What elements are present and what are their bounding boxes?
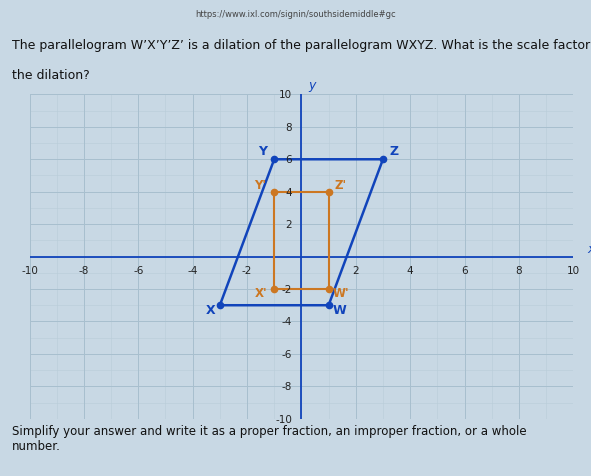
Text: 2: 2 bbox=[352, 265, 359, 275]
Text: W': W' bbox=[333, 287, 349, 300]
Text: -10: -10 bbox=[21, 265, 38, 275]
Text: -2: -2 bbox=[242, 265, 252, 275]
Text: -6: -6 bbox=[281, 349, 292, 359]
Text: 8: 8 bbox=[515, 265, 522, 275]
Text: x: x bbox=[587, 242, 591, 255]
Text: 4: 4 bbox=[285, 188, 292, 197]
Text: -8: -8 bbox=[79, 265, 89, 275]
Text: 10: 10 bbox=[279, 90, 292, 100]
Text: X': X' bbox=[255, 287, 268, 300]
Text: The parallelogram W’X’Y’Z’ is a dilation of the parallelogram WXYZ. What is the : The parallelogram W’X’Y’Z’ is a dilation… bbox=[12, 39, 591, 51]
Text: -10: -10 bbox=[275, 414, 292, 424]
Text: -2: -2 bbox=[281, 285, 292, 294]
Text: 2: 2 bbox=[285, 220, 292, 229]
Text: -4: -4 bbox=[281, 317, 292, 327]
Text: the dilation?: the dilation? bbox=[12, 69, 90, 81]
Text: X: X bbox=[206, 304, 216, 317]
Text: Z: Z bbox=[390, 145, 399, 158]
Text: Y: Y bbox=[258, 145, 267, 158]
Text: Z': Z' bbox=[334, 179, 346, 192]
Text: https://www.ixl.com/signin/southsidemiddle#gc: https://www.ixl.com/signin/southsidemidd… bbox=[195, 10, 396, 19]
Text: y: y bbox=[309, 79, 316, 92]
Text: Simplify your answer and write it as a proper fraction, an improper fraction, or: Simplify your answer and write it as a p… bbox=[12, 425, 527, 453]
Text: 10: 10 bbox=[567, 265, 580, 275]
Text: -8: -8 bbox=[281, 382, 292, 391]
Text: 4: 4 bbox=[407, 265, 414, 275]
Text: -6: -6 bbox=[133, 265, 144, 275]
Text: 6: 6 bbox=[461, 265, 468, 275]
Text: W: W bbox=[333, 304, 346, 317]
Text: 6: 6 bbox=[285, 155, 292, 165]
Text: Y': Y' bbox=[254, 179, 266, 192]
Text: 8: 8 bbox=[285, 123, 292, 132]
Text: -4: -4 bbox=[187, 265, 198, 275]
